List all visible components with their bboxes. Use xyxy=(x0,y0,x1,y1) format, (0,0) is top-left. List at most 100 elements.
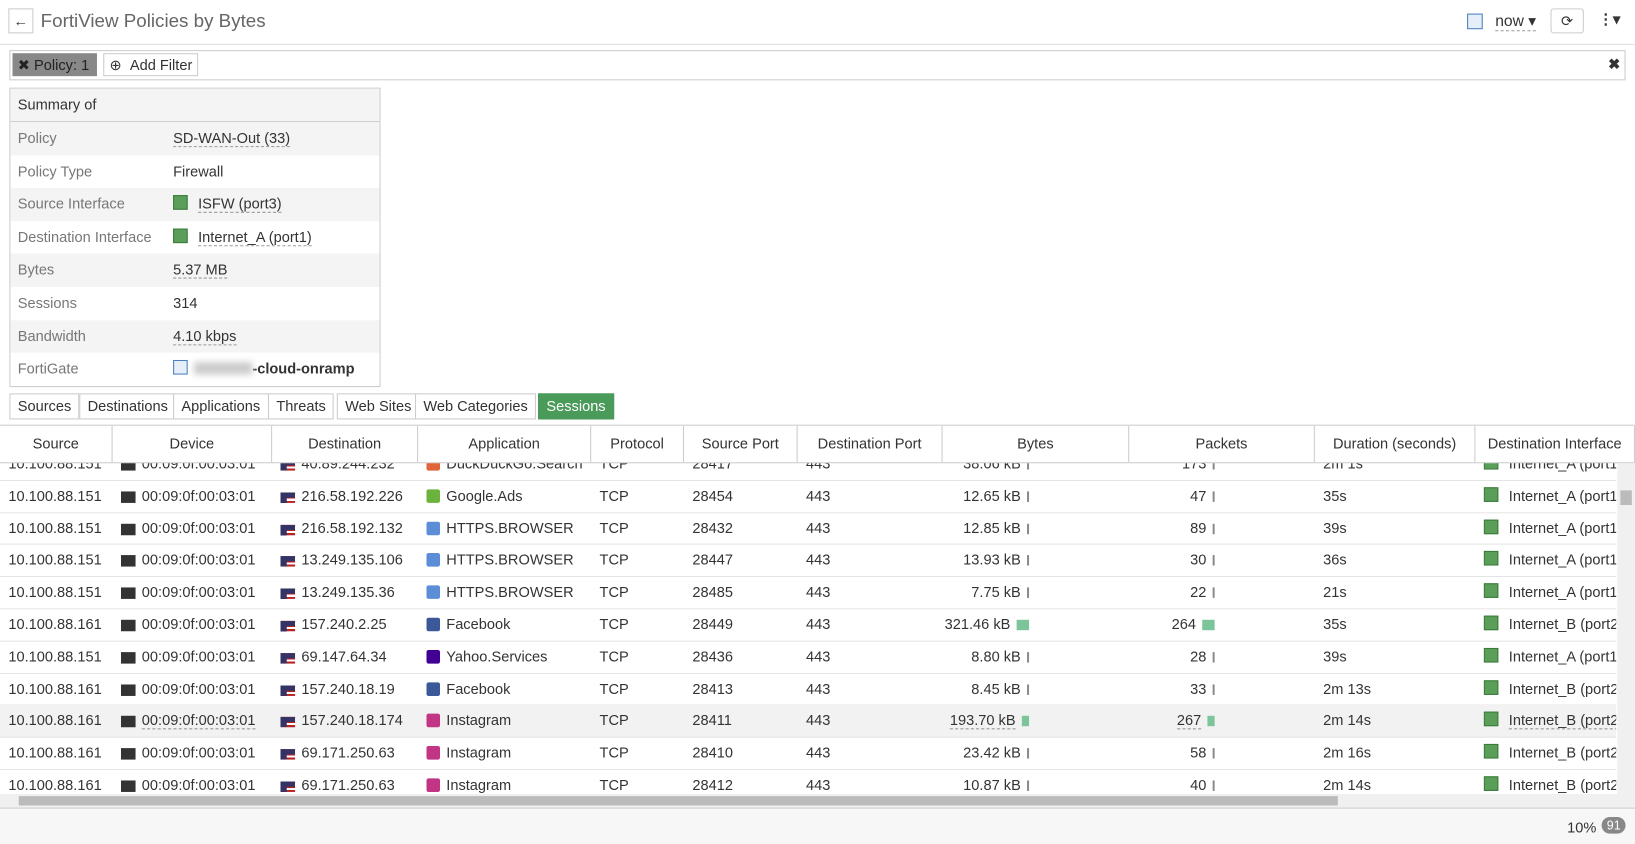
summary-value-text[interactable]: 5.37 MB xyxy=(173,261,228,279)
filter-chip[interactable]: ✖ Policy: 1 xyxy=(12,53,97,77)
flag-icon xyxy=(280,492,296,503)
cell-text: 69.171.250.63 xyxy=(301,744,395,761)
footer-percent: 10% xyxy=(1567,819,1597,836)
tab[interactable]: Sessions xyxy=(538,393,614,420)
cell-text: 28413 xyxy=(692,679,733,697)
table-row[interactable]: 10.100.88.151 00:09:0f:00:03:01 216.58.192… xyxy=(0,480,1617,513)
column-header[interactable]: Packets xyxy=(1129,425,1315,463)
back-button[interactable]: ← xyxy=(8,8,34,34)
table-cell: 13.93 kB xyxy=(943,544,1030,575)
table-cell: 10.100.88.161 xyxy=(8,737,110,768)
cell-text: Facebook xyxy=(446,615,511,633)
tab[interactable]: Threats xyxy=(267,393,335,420)
cell-text: 216.58.192.226 xyxy=(301,487,403,504)
time-selector[interactable]: now ▾ xyxy=(1495,12,1537,32)
table-row[interactable]: 10.100.88.151 00:09:0f:00:03:01 13.249.135… xyxy=(0,576,1617,610)
summary-value-text[interactable]: Internet_A (port1) xyxy=(198,228,312,247)
column-header[interactable]: Source Port xyxy=(684,425,798,463)
device-icon xyxy=(120,523,136,535)
table-cell: 157.240.18.174 xyxy=(280,705,416,736)
table-cell: 28412 xyxy=(692,769,795,795)
summary-value-text[interactable]: ISFW (port3) xyxy=(198,195,282,214)
summary-value-text[interactable]: SD-WAN-Out (33) xyxy=(173,129,291,148)
summary-value-text[interactable]: 4.10 kbps xyxy=(173,327,237,345)
table-row[interactable]: 10.100.88.151 00:09:0f:00:03:01 40.89.244.… xyxy=(0,463,1617,481)
table-row[interactable]: 10.100.88.161 00:09:0f:00:03:01 157.240.18… xyxy=(0,704,1617,738)
app-icon xyxy=(426,489,441,503)
interface-icon xyxy=(1483,615,1499,631)
column-header[interactable]: Destination Port xyxy=(798,425,943,463)
redacted xyxy=(193,362,253,375)
menu-button[interactable]: ⋮▾ xyxy=(1598,10,1621,28)
refresh-button[interactable]: ⟳ xyxy=(1550,8,1584,34)
interface-icon xyxy=(1483,551,1499,566)
cell-text: 21s xyxy=(1323,583,1347,601)
v-scrollbar[interactable] xyxy=(1617,463,1635,796)
cell-text: Instagram xyxy=(446,712,512,729)
summary-value-text: 314 xyxy=(173,294,198,311)
table-cell: 23.42 kB xyxy=(943,737,1030,768)
table-row[interactable]: 10.100.88.161 00:09:0f:00:03:01 157.240.18… xyxy=(0,673,1617,706)
summary-value: Internet_A (port1) xyxy=(173,221,312,254)
summary-label: Bytes xyxy=(17,261,55,278)
table-cell: HTTPS.BROWSER xyxy=(426,544,589,575)
column-header[interactable]: Destination xyxy=(272,425,419,463)
column-header[interactable]: Source xyxy=(0,425,113,463)
table-cell: 00:09:0f:00:03:01 xyxy=(120,463,270,479)
cell-text: 00:09:0f:00:03:01 xyxy=(141,712,256,730)
cell-text: 00:09:0f:00:03:01 xyxy=(141,776,256,793)
cell-text: 10.100.88.151 xyxy=(8,583,102,601)
clear-filter[interactable]: ✖ xyxy=(1608,55,1621,72)
table-cell: 30 xyxy=(1129,544,1215,575)
table-cell: Internet_A (port1) xyxy=(1483,544,1616,575)
table-cell: 28485 xyxy=(692,576,795,607)
table-cell: 443 xyxy=(806,480,941,511)
cell-text: 443 xyxy=(806,647,831,665)
table-row[interactable]: 10.100.88.151 00:09:0f:00:03:01 216.58.192… xyxy=(0,512,1617,546)
table-row[interactable]: 10.100.88.161 00:09:0f:00:03:01 157.240.2.… xyxy=(0,608,1617,642)
tab[interactable]: Destinations xyxy=(79,393,177,420)
table-cell: 28447 xyxy=(692,544,795,575)
interface-icon xyxy=(1483,463,1499,470)
flag-icon xyxy=(280,556,296,567)
column-header[interactable]: Destination Interface xyxy=(1475,425,1635,463)
column-header[interactable]: Protocol xyxy=(591,425,685,463)
h-scrollbar[interactable] xyxy=(0,794,1635,808)
table-row[interactable]: 10.100.88.151 00:09:0f:00:03:01 13.249.135… xyxy=(0,544,1617,578)
column-header[interactable]: Bytes xyxy=(943,425,1130,463)
filter-bar: ✖ Policy: 1 ⊕ Add Filter ✖ xyxy=(9,50,1626,81)
table-cell: Internet_A (port1) xyxy=(1483,480,1616,511)
cell-text: 40.89.244.232 xyxy=(301,463,395,472)
table-row[interactable]: 10.100.88.161 00:09:0f:00:03:01 69.171.250… xyxy=(0,769,1616,795)
column-header[interactable]: Duration (seconds) xyxy=(1315,425,1476,463)
table-cell: 2m 1s xyxy=(1323,463,1473,479)
table-cell: 00:09:0f:00:03:01 xyxy=(120,512,270,543)
add-filter[interactable]: ⊕ Add Filter xyxy=(103,53,199,77)
cell-text: Google.Ads xyxy=(446,487,523,504)
column-header[interactable]: Application xyxy=(418,425,592,463)
table-row[interactable]: 10.100.88.161 00:09:0f:00:03:01 69.171.250… xyxy=(0,737,1617,771)
filter-value: 1 xyxy=(81,56,90,74)
cell-text: TCP xyxy=(599,583,629,601)
table-cell: 10.100.88.151 xyxy=(8,463,110,479)
page-title: FortiView Policies by Bytes xyxy=(40,10,266,32)
table-cell: TCP xyxy=(600,512,682,543)
table-row[interactable]: 10.100.88.151 00:09:0f:00:03:01 69.147.64.… xyxy=(0,640,1617,674)
flag-icon xyxy=(280,524,296,535)
summary-label: Policy Type xyxy=(17,162,93,180)
flag-icon xyxy=(280,588,296,600)
summary-row: Policy Type Firewall xyxy=(10,155,379,188)
cell-text: 28454 xyxy=(692,487,733,504)
interface-icon xyxy=(1483,487,1499,502)
tab[interactable]: Web Categories xyxy=(414,393,537,420)
tab[interactable]: Web Sites xyxy=(336,393,420,420)
column-header[interactable]: Device xyxy=(113,425,273,463)
tab[interactable]: Sources xyxy=(9,393,80,420)
cell-text: 264 xyxy=(1171,615,1196,633)
cell-text: Internet_B (port2) xyxy=(1508,744,1617,761)
summary-label: Sessions xyxy=(17,294,77,311)
tab[interactable]: Applications xyxy=(173,393,269,420)
cell-text: 10.100.88.151 xyxy=(8,551,102,569)
table-cell: TCP xyxy=(600,673,682,704)
